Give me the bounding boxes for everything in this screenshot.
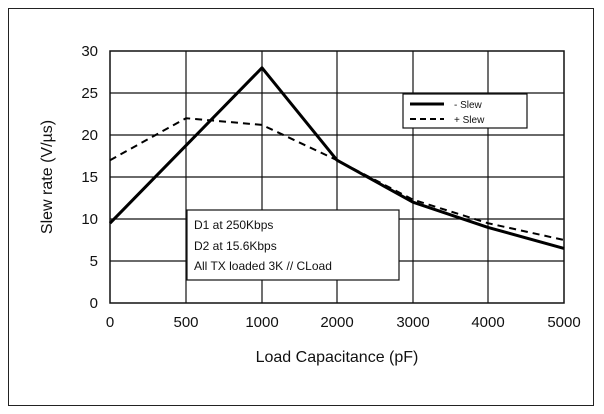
series-lines xyxy=(108,66,565,250)
series-line-minus-slew xyxy=(108,66,565,250)
x-tick-label: 2000 xyxy=(320,314,353,331)
y-tick-label: 20 xyxy=(81,127,98,144)
tick-labels: 0 500 1000 2000 3000 4000 5000 0 5 10 15 20 25 30 xyxy=(81,43,580,331)
y-tick-label: 15 xyxy=(81,169,98,186)
note-line-1: D1 at 250Kbps xyxy=(194,218,273,232)
x-tick-label: 5000 xyxy=(547,314,580,331)
legend-box xyxy=(402,93,528,129)
x-tick-label: 500 xyxy=(173,314,198,331)
note-line-3: All TX loaded 3K // CLoad xyxy=(194,259,332,273)
series-line-plus-slew xyxy=(109,117,565,241)
y-tick-label: 0 xyxy=(90,295,98,312)
grid-lines xyxy=(110,51,564,303)
x-tick-label: 1000 xyxy=(245,314,278,331)
y-tick-label: 5 xyxy=(90,253,98,270)
note-box xyxy=(186,209,400,281)
x-tick-label: 0 xyxy=(106,314,114,331)
y-tick-label: 30 xyxy=(81,43,98,60)
test-conditions-note: D1 at 250Kbps D2 at 15.6Kbps All TX load… xyxy=(186,209,400,281)
note-line-2: D2 at 15.6Kbps xyxy=(194,239,277,253)
legend-entry-plus-slew: + Slew xyxy=(454,115,485,126)
legend-entry-minus-slew: - Slew xyxy=(454,100,483,111)
legend: - Slew + Slew xyxy=(402,93,528,129)
y-tick-label: 25 xyxy=(81,85,98,102)
y-axis-label: Slew rate (V/µs) xyxy=(39,120,56,234)
x-axis-label: Load Capacitance (pF) xyxy=(256,349,419,366)
y-tick-label: 10 xyxy=(81,211,98,228)
x-tick-label: 3000 xyxy=(396,314,429,331)
x-tick-label: 4000 xyxy=(471,314,504,331)
